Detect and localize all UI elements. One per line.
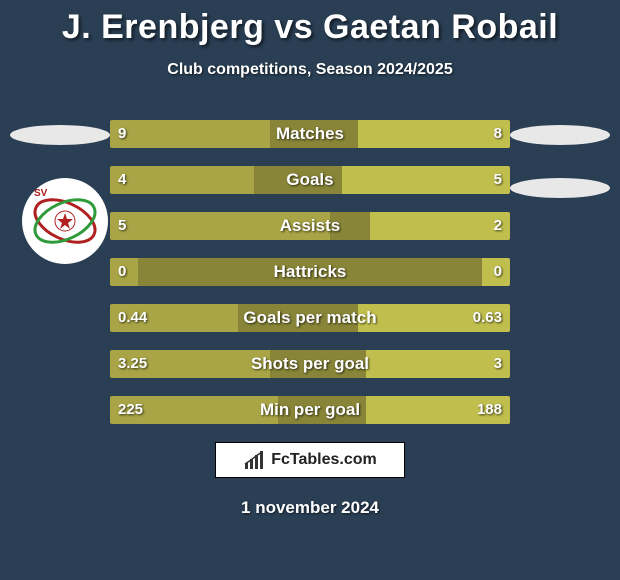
stat-bar-right	[358, 120, 510, 148]
stat-row: 0.440.63Goals per match	[110, 304, 510, 332]
stat-value-left: 4	[118, 166, 126, 194]
stat-row: 45Goals	[110, 166, 510, 194]
brand-logo-icon	[243, 449, 265, 471]
stat-value-left: 0.44	[118, 304, 147, 332]
stat-value-right: 0.63	[473, 304, 502, 332]
stat-value-right: 8	[494, 120, 502, 148]
date-label: 1 november 2024	[0, 498, 620, 518]
comparison-chart: 98Matches45Goals52Assists00Hattricks0.44…	[110, 120, 510, 442]
stat-row: 00Hattricks	[110, 258, 510, 286]
stat-value-right: 188	[477, 396, 502, 424]
stat-bar-left	[110, 166, 254, 194]
club-logo-icon	[32, 188, 98, 254]
stat-value-left: 5	[118, 212, 126, 240]
player-left-flag-icon	[10, 125, 110, 145]
page-title: J. Erenbjerg vs Gaetan Robail	[0, 0, 620, 47]
stat-bar-mid	[238, 304, 358, 332]
stat-value-left: 3.25	[118, 350, 147, 378]
stat-bar-left	[110, 212, 330, 240]
stat-row: 225188Min per goal	[110, 396, 510, 424]
stat-bar-right	[342, 166, 510, 194]
stat-value-right: 3	[494, 350, 502, 378]
subtitle: Club competitions, Season 2024/2025	[0, 61, 620, 79]
player-right-flag-icon	[510, 125, 610, 145]
stat-bar-mid	[270, 350, 366, 378]
brand-box[interactable]: FcTables.com	[215, 442, 405, 478]
player-right-club-icon	[510, 178, 610, 198]
stat-bar-mid	[270, 120, 358, 148]
stat-row: 52Assists	[110, 212, 510, 240]
stat-value-left: 0	[118, 258, 126, 286]
stat-bar-left	[110, 120, 270, 148]
stat-row: 98Matches	[110, 120, 510, 148]
stat-bar-right	[366, 350, 510, 378]
stat-value-left: 225	[118, 396, 143, 424]
stat-row: 3.253Shots per goal	[110, 350, 510, 378]
stat-value-right: 0	[494, 258, 502, 286]
stat-value-left: 9	[118, 120, 126, 148]
stat-bar-mid	[254, 166, 342, 194]
player-left-club-logo: SV	[22, 178, 108, 264]
stat-value-right: 5	[494, 166, 502, 194]
stat-value-right: 2	[494, 212, 502, 240]
stat-bar-mid	[138, 258, 482, 286]
stat-bar-mid	[330, 212, 370, 240]
brand-text: FcTables.com	[271, 451, 377, 469]
stat-bar-right	[370, 212, 510, 240]
stat-bar-mid	[278, 396, 366, 424]
